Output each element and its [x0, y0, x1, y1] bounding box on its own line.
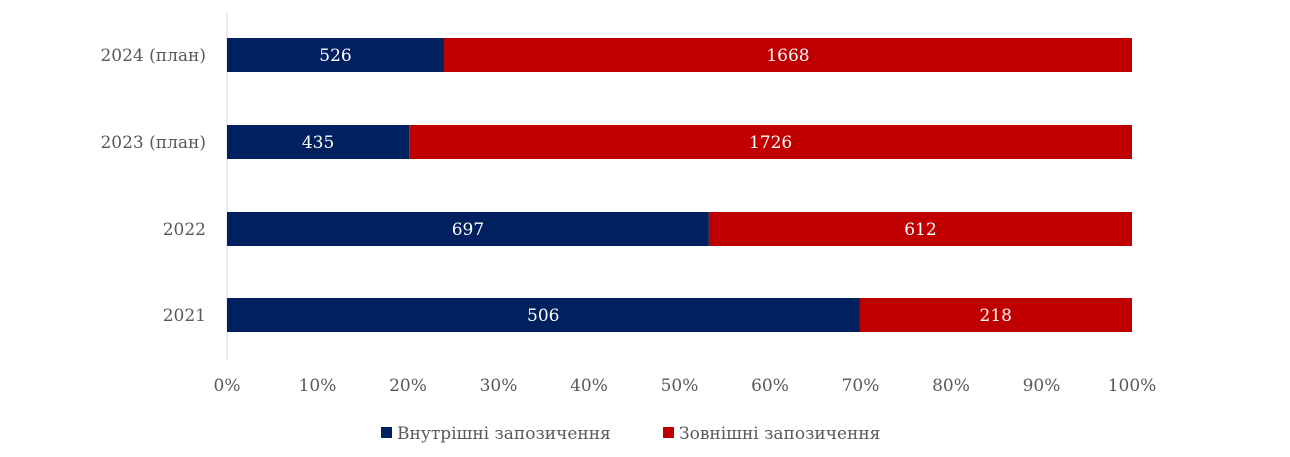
bar-2024-план-series-1 [227, 38, 444, 72]
x-tick-label-9: 90% [1023, 376, 1061, 396]
x-tick-label-3: 30% [480, 376, 518, 396]
data-label-2023-план-series-2: 1726 [749, 133, 792, 153]
data-label-2022-series-1: 697 [452, 220, 484, 240]
bar-2021-series-1 [227, 298, 860, 332]
bar-2024-план-series-2 [443, 38, 1133, 72]
data-label-2021-series-2: 218 [980, 306, 1012, 326]
bar-2023-план-series-2 [409, 125, 1132, 159]
data-label-2023-план-series-1: 435 [302, 133, 334, 153]
legend-swatch-series-1 [381, 427, 392, 438]
x-tick-label-6: 60% [751, 376, 789, 396]
bar-2022-series-2 [708, 212, 1132, 246]
x-tick-label-1: 10% [299, 376, 337, 396]
x-tick-label-5: 50% [661, 376, 699, 396]
legend-swatch-series-2 [663, 427, 674, 438]
x-tick-label-0: 0% [214, 376, 241, 396]
bar-2022-series-1 [227, 212, 709, 246]
bar-2021-series-2 [859, 298, 1132, 332]
category-label-2021: 2021 [163, 306, 206, 326]
bar-2023-план-series-1 [227, 125, 410, 159]
x-tick-label-8: 80% [932, 376, 970, 396]
x-tick-label-7: 70% [842, 376, 880, 396]
category-label-2023-план: 2023 (план) [100, 133, 206, 153]
legend-label-series-1: Внутрішні запозичення [397, 424, 611, 444]
x-tick-label-10: 100% [1108, 376, 1157, 396]
x-tick-label-4: 40% [570, 376, 608, 396]
x-tick-label-2: 20% [389, 376, 427, 396]
legend: Внутрішні запозичення Зовнішні запозиченн… [381, 424, 880, 444]
bars-layer: 526 1668 435 1726 697 612 506 218 [227, 38, 1133, 332]
data-label-2021-series-1: 506 [527, 306, 559, 326]
x-tick-labels: 0% 10% 20% 30% 40% 50% 60% 70% 80% 90% 100% [214, 376, 1157, 396]
data-label-2024-план-series-1: 526 [319, 46, 351, 66]
data-label-2024-план-series-2: 1668 [766, 46, 809, 66]
category-label-2024-план: 2024 (план) [100, 46, 206, 66]
category-label-2022: 2022 [163, 220, 206, 240]
data-label-2022-series-2: 612 [904, 220, 936, 240]
category-labels: 2024 (план) 2023 (план) 2022 2021 [100, 46, 206, 326]
legend-label-series-2: Зовнішні запозичення [679, 424, 880, 444]
